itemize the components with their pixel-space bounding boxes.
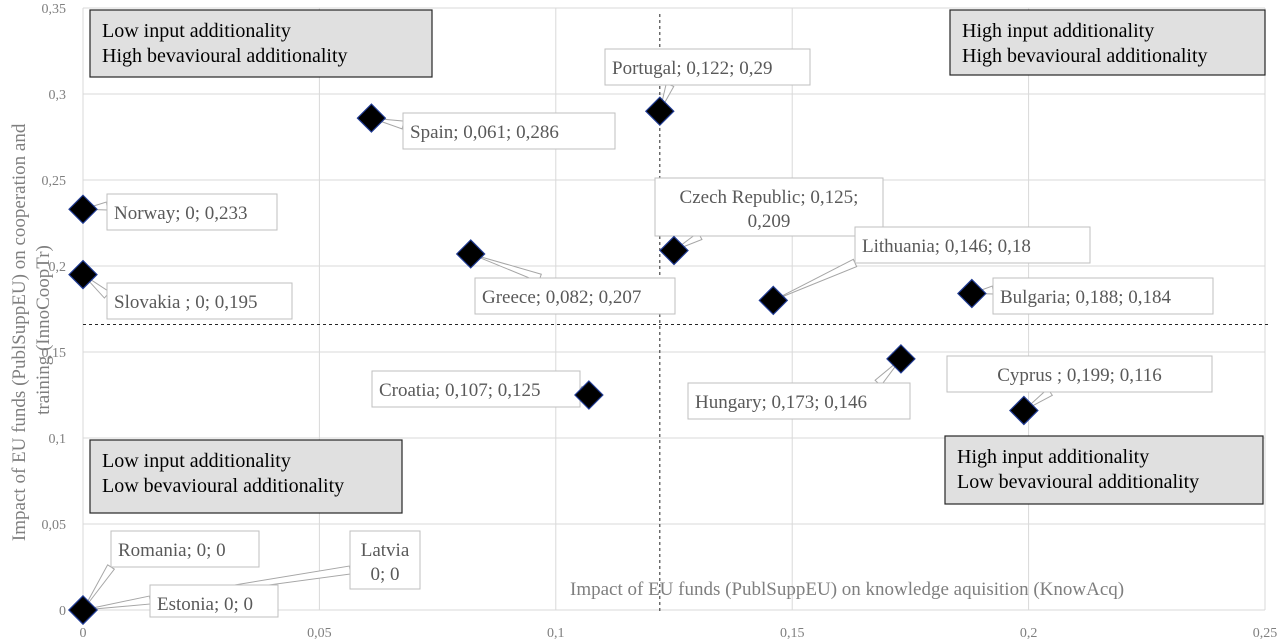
- x-tick-label: 0,15: [780, 626, 805, 641]
- data-label-hungary: Hungary; 0,173; 0,146: [695, 392, 867, 413]
- quadrant-label-top-left: Low input additionality High bevavioural …: [102, 20, 348, 67]
- y-tick-label: 0,35: [42, 2, 67, 17]
- x-axis-title: Impact of EU funds (PublSuppEU) on knowl…: [570, 579, 1124, 600]
- x-tick-label: 0,05: [307, 626, 332, 641]
- data-label-slovakia: Slovakia ; 0; 0,195: [114, 292, 258, 313]
- x-tick-label: 0: [80, 626, 87, 641]
- y-tick-label: 0,25: [42, 174, 67, 189]
- label-box-cyprus: [946, 355, 1213, 393]
- label-box-portugal: [604, 48, 811, 86]
- label-box-greece: [474, 277, 676, 315]
- x-tick-label: 0,2: [1020, 626, 1038, 641]
- data-label-norway: Norway; 0; 0,233: [114, 203, 248, 224]
- point-portugal: [644, 96, 675, 127]
- data-label-bulgaria: Bulgaria; 0,188; 0,184: [1000, 287, 1171, 308]
- data-label-croatia: Croatia; 0,107; 0,125: [379, 380, 540, 401]
- point-greece: [455, 239, 486, 269]
- quadrant-boxes: Low input additionality High bevavioural …: [89, 9, 1266, 514]
- axis-ticks: 0 0,05 0,1 0,15 0,2 0,25 0 0,05 0,1 0,15 0,2 0,25 0,…: [42, 2, 1278, 641]
- data-label-latvia: Latvia 0; 0: [361, 540, 410, 585]
- data-label-romania: Romania; 0; 0: [118, 540, 226, 561]
- point-estonia: [68, 595, 98, 625]
- label-box-spain: [402, 112, 616, 150]
- y-tick-label: 0,1: [49, 432, 67, 447]
- y-tick-label: 0: [59, 604, 66, 619]
- grid-lines: [82, 7, 1266, 611]
- point-norway: [68, 194, 98, 225]
- quadrant-label-bottom-left: Low input additionality Low bevavioural a…: [102, 450, 344, 497]
- label-box-bulgaria: [992, 277, 1214, 315]
- y-tick-label: 0,15: [42, 346, 67, 361]
- point-lithuania: [758, 285, 789, 316]
- data-label-czech-republic: Czech Republic; 0,125; 0,209: [680, 187, 859, 232]
- y-axis-title-line-1: Impact of EU funds (PublSuppEU) on coope…: [9, 123, 30, 541]
- label-box-latvia: [349, 530, 421, 590]
- data-label-cyprus: Cyprus ; 0,199; 0,116: [997, 365, 1162, 386]
- quadrant-box-top-right: [949, 9, 1266, 76]
- y-axis-title: Impact of EU funds (PublSuppEU) on coope…: [9, 119, 54, 541]
- y-tick-label: 0,3: [49, 88, 67, 103]
- data-label-portugal: Portugal; 0,122; 0,29: [612, 58, 772, 79]
- quadrant-label-top-right: High input additionality High bevavioural…: [962, 20, 1208, 67]
- point-spain: [356, 103, 387, 133]
- x-tick-label: 0,25: [1253, 626, 1278, 641]
- point-croatia: [574, 380, 604, 410]
- data-label-spain: Spain; 0,061; 0,286: [410, 122, 559, 143]
- data-label-estonia: Estonia; 0; 0: [157, 594, 253, 615]
- x-tick-label: 0,1: [547, 626, 565, 641]
- point-labels: Portugal; 0,122; 0,29 Spain; 0,061; 0,286…: [106, 48, 1214, 618]
- label-box-czech-republic: [654, 177, 884, 237]
- label-box-romania: [110, 530, 260, 568]
- point-czech-republic: [659, 235, 689, 266]
- label-box-hungary: [687, 382, 911, 420]
- point-slovakia: [68, 259, 98, 290]
- point-markers: [68, 96, 1039, 625]
- label-box-estonia: [149, 584, 279, 618]
- point-cyprus: [1009, 395, 1039, 426]
- quadrant-box-bottom-right: [944, 435, 1264, 505]
- point-bulgaria: [957, 278, 987, 309]
- point-hungary: [886, 344, 916, 374]
- label-box-lithuania: [854, 226, 1091, 264]
- data-label-greece: Greece; 0,082; 0,207: [482, 287, 641, 308]
- quadrant-label-bottom-right: High input additionality Low bevavioural …: [957, 446, 1199, 493]
- y-tick-label: 0,05: [42, 518, 67, 533]
- label-box-norway: [106, 193, 278, 231]
- quadrant-box-bottom-left: [89, 439, 403, 514]
- label-box-slovakia: [106, 282, 293, 320]
- label-box-croatia: [371, 370, 581, 408]
- quadrant-box-top-left: [89, 9, 433, 78]
- data-label-lithuania: Lithuania; 0,146; 0,18: [862, 236, 1031, 257]
- y-tick-label: 0,2: [49, 260, 67, 275]
- y-axis-title-line-2: training (InnoCoopTr): [33, 245, 54, 415]
